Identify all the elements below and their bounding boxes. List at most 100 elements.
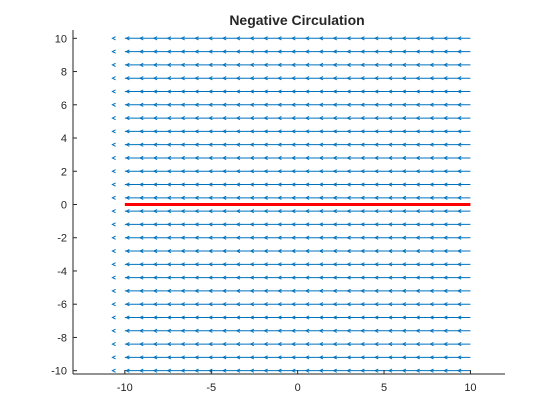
quiver-arrow xyxy=(263,209,268,214)
quiver-arrow xyxy=(318,235,324,240)
quiver-arrow xyxy=(221,275,227,280)
quiver-arrow xyxy=(443,248,448,254)
quiver-arrow xyxy=(290,129,296,134)
quiver-arrow xyxy=(221,235,227,240)
quiver-arrow xyxy=(263,36,268,41)
quiver-arrow xyxy=(277,195,282,200)
quiver-arrow xyxy=(221,76,227,81)
quiver-arrow xyxy=(360,262,365,267)
quiver-arrow xyxy=(290,62,296,67)
y-tick-label: -10 xyxy=(51,366,67,378)
quiver-arrow xyxy=(373,302,379,307)
quiver-arrow xyxy=(346,209,351,214)
quiver-arrow xyxy=(387,155,393,161)
quiver-arrow xyxy=(180,248,185,254)
quiver-arrow xyxy=(387,182,393,187)
quiver-arrow xyxy=(290,248,296,254)
quiver-arrow xyxy=(166,36,172,41)
quiver-arrow xyxy=(221,209,227,214)
quiver-arrow xyxy=(415,116,420,121)
quiver-arrow xyxy=(208,302,213,307)
quiver-arrow xyxy=(387,36,393,41)
quiver-arrow xyxy=(387,328,393,333)
quiver-arrow xyxy=(429,182,434,187)
quiver-arrow xyxy=(318,89,324,94)
quiver-arrow xyxy=(429,89,434,94)
quiver-arrow xyxy=(346,76,351,81)
quiver-arrow xyxy=(166,368,172,373)
quiver-arrow xyxy=(166,129,172,134)
quiver-arrow xyxy=(208,169,213,174)
quiver-arrow xyxy=(221,169,227,174)
quiver-arrow xyxy=(194,302,199,307)
quiver-arrow xyxy=(166,302,172,307)
quiver-arrow xyxy=(373,222,379,227)
quiver-arrow xyxy=(415,182,420,187)
quiver-arrow xyxy=(415,102,420,107)
quiver-arrow xyxy=(346,368,351,373)
quiver-arrow xyxy=(152,235,158,240)
quiver-arrow xyxy=(194,222,199,227)
quiver-arrow xyxy=(152,288,158,293)
quiver-arrow xyxy=(125,302,130,307)
quiver-arrow xyxy=(346,129,351,134)
quiver-arrow xyxy=(194,368,199,373)
quiver-arrow xyxy=(277,36,282,41)
quiver-arrow xyxy=(290,209,296,214)
quiver-arrow xyxy=(456,355,462,360)
quiver-arrow xyxy=(290,76,296,81)
quiver-arrow xyxy=(180,355,185,360)
quiver-arrow xyxy=(373,195,379,200)
quiver-arrow xyxy=(221,142,227,147)
quiver-arrow xyxy=(249,248,255,254)
quiver-arrow xyxy=(429,195,434,200)
quiver-arrow xyxy=(221,262,227,267)
quiver-arrow xyxy=(138,142,144,147)
quiver-arrow xyxy=(221,102,227,107)
quiver-arrow xyxy=(456,275,462,280)
quiver-arrow xyxy=(373,235,379,240)
quiver-arrow xyxy=(221,195,227,200)
quiver-arrow xyxy=(360,155,365,161)
quiver-arrow xyxy=(249,355,255,360)
quiver-arrow xyxy=(304,368,310,373)
quiver-arrow xyxy=(152,248,158,254)
quiver-arrow xyxy=(166,76,172,81)
quiver-arrow xyxy=(360,129,365,134)
quiver-arrow xyxy=(387,169,393,174)
quiver-arrow xyxy=(111,195,116,200)
quiver-arrow xyxy=(235,116,241,121)
quiver-arrow xyxy=(263,155,268,161)
quiver-arrow xyxy=(443,368,448,373)
quiver-arrow xyxy=(290,116,296,121)
quiver-arrow xyxy=(235,129,241,134)
quiver-arrow xyxy=(263,89,268,94)
quiver-arrow xyxy=(221,302,227,307)
quiver-arrow xyxy=(180,129,185,134)
quiver-arrow xyxy=(208,49,213,54)
quiver-arrow xyxy=(332,195,338,200)
quiver-arrow xyxy=(429,262,434,267)
quiver-arrow xyxy=(208,102,213,107)
quiver-arrow xyxy=(152,89,158,94)
quiver-arrow xyxy=(290,36,296,41)
quiver-arrow xyxy=(277,235,282,240)
quiver-arrow xyxy=(387,62,393,67)
quiver-arrow xyxy=(373,116,379,121)
quiver-arrow xyxy=(401,288,407,293)
quiver-arrow xyxy=(152,315,158,320)
quiver-arrow xyxy=(249,315,255,320)
quiver-arrow xyxy=(332,275,338,280)
quiver-row xyxy=(111,36,471,41)
quiver-arrow xyxy=(221,129,227,134)
quiver-arrow xyxy=(111,302,116,307)
quiver-arrow xyxy=(249,129,255,134)
quiver-arrow xyxy=(111,288,116,293)
quiver-arrow xyxy=(456,222,462,227)
quiver-arrow xyxy=(360,49,365,54)
quiver-arrow xyxy=(166,355,172,360)
quiver-arrow xyxy=(208,182,213,187)
quiver-arrow xyxy=(194,328,199,333)
quiver-arrow xyxy=(152,129,158,134)
quiver-row xyxy=(111,235,471,240)
